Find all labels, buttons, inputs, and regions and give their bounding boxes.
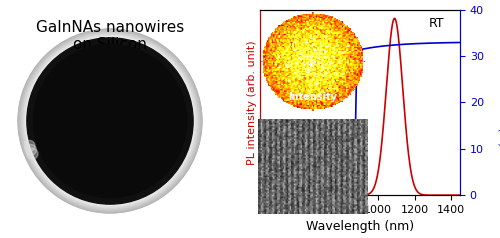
Circle shape [20, 30, 201, 212]
Circle shape [27, 148, 38, 159]
Circle shape [22, 33, 198, 209]
Text: GaInNAs nanowires
on Silicon: GaInNAs nanowires on Silicon [36, 20, 184, 52]
Circle shape [20, 31, 200, 211]
Circle shape [26, 36, 194, 205]
Circle shape [22, 34, 198, 208]
Text: RT: RT [428, 17, 444, 30]
Circle shape [26, 37, 194, 205]
Circle shape [25, 36, 195, 206]
Circle shape [26, 37, 194, 205]
X-axis label: Wavelength (nm): Wavelength (nm) [306, 220, 414, 233]
Circle shape [18, 29, 202, 213]
Circle shape [27, 38, 193, 204]
Circle shape [24, 35, 196, 206]
Circle shape [23, 34, 197, 208]
Circle shape [24, 35, 197, 207]
Circle shape [22, 32, 199, 210]
Circle shape [34, 45, 186, 198]
Circle shape [26, 144, 36, 155]
Circle shape [24, 35, 196, 207]
Circle shape [18, 29, 202, 213]
Circle shape [24, 140, 35, 151]
Y-axis label: PL intensity (arb. unit): PL intensity (arb. unit) [247, 40, 257, 165]
Circle shape [27, 38, 193, 204]
Circle shape [22, 33, 198, 209]
Circle shape [20, 31, 200, 211]
Circle shape [21, 32, 199, 210]
Text: Intensity: Intensity [288, 92, 337, 102]
Circle shape [19, 30, 201, 212]
Y-axis label: Reflectance (%): Reflectance (%) [498, 58, 500, 147]
Circle shape [18, 30, 202, 212]
